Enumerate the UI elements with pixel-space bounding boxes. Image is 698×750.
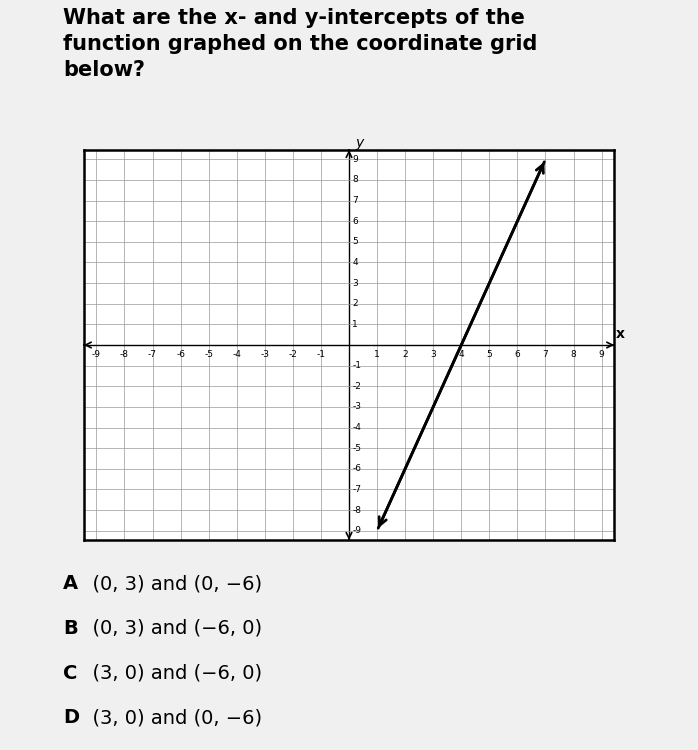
Text: 4: 4 <box>459 350 464 359</box>
Text: -1: -1 <box>316 350 325 359</box>
Text: x: x <box>616 327 625 341</box>
Text: -1: -1 <box>352 362 362 370</box>
Text: -7: -7 <box>352 485 362 494</box>
Text: What are the x- and y-intercepts of the
function graphed on the coordinate grid
: What are the x- and y-intercepts of the … <box>63 8 537 80</box>
Text: 3: 3 <box>431 350 436 359</box>
Text: -4: -4 <box>232 350 242 359</box>
Text: 8: 8 <box>352 176 358 184</box>
Text: B: B <box>63 619 77 638</box>
Text: C: C <box>63 664 77 682</box>
Text: 8: 8 <box>571 350 577 359</box>
Text: -5: -5 <box>204 350 213 359</box>
Text: 2: 2 <box>402 350 408 359</box>
Text: 6: 6 <box>352 217 358 226</box>
Text: -6: -6 <box>176 350 185 359</box>
Text: -5: -5 <box>352 444 362 453</box>
Text: 7: 7 <box>352 196 358 205</box>
Text: -9: -9 <box>352 526 362 536</box>
Text: -3: -3 <box>260 350 269 359</box>
Text: -9: -9 <box>92 350 101 359</box>
Text: 7: 7 <box>542 350 549 359</box>
Text: -8: -8 <box>352 506 362 515</box>
Text: 9: 9 <box>599 350 604 359</box>
Text: -6: -6 <box>352 464 362 473</box>
Text: -8: -8 <box>120 350 129 359</box>
Text: -2: -2 <box>352 382 362 391</box>
Text: (3, 0) and (−6, 0): (3, 0) and (−6, 0) <box>80 664 262 682</box>
Text: 6: 6 <box>514 350 520 359</box>
Text: D: D <box>63 708 79 727</box>
Text: A: A <box>63 574 78 593</box>
Text: (0, 3) and (0, −6): (0, 3) and (0, −6) <box>80 574 262 593</box>
Text: 4: 4 <box>352 258 358 267</box>
Text: 2: 2 <box>352 299 358 308</box>
Text: -7: -7 <box>148 350 157 359</box>
Text: -4: -4 <box>352 423 362 432</box>
Text: (3, 0) and (0, −6): (3, 0) and (0, −6) <box>80 708 262 727</box>
Text: y: y <box>355 136 364 149</box>
Text: 5: 5 <box>352 237 358 246</box>
Text: 1: 1 <box>374 350 380 359</box>
Text: 1: 1 <box>352 320 358 328</box>
Text: (0, 3) and (−6, 0): (0, 3) and (−6, 0) <box>80 619 262 638</box>
Text: 9: 9 <box>352 154 358 164</box>
Text: -2: -2 <box>288 350 297 359</box>
Text: -3: -3 <box>352 403 362 412</box>
Text: 3: 3 <box>352 278 358 287</box>
Text: 5: 5 <box>487 350 492 359</box>
